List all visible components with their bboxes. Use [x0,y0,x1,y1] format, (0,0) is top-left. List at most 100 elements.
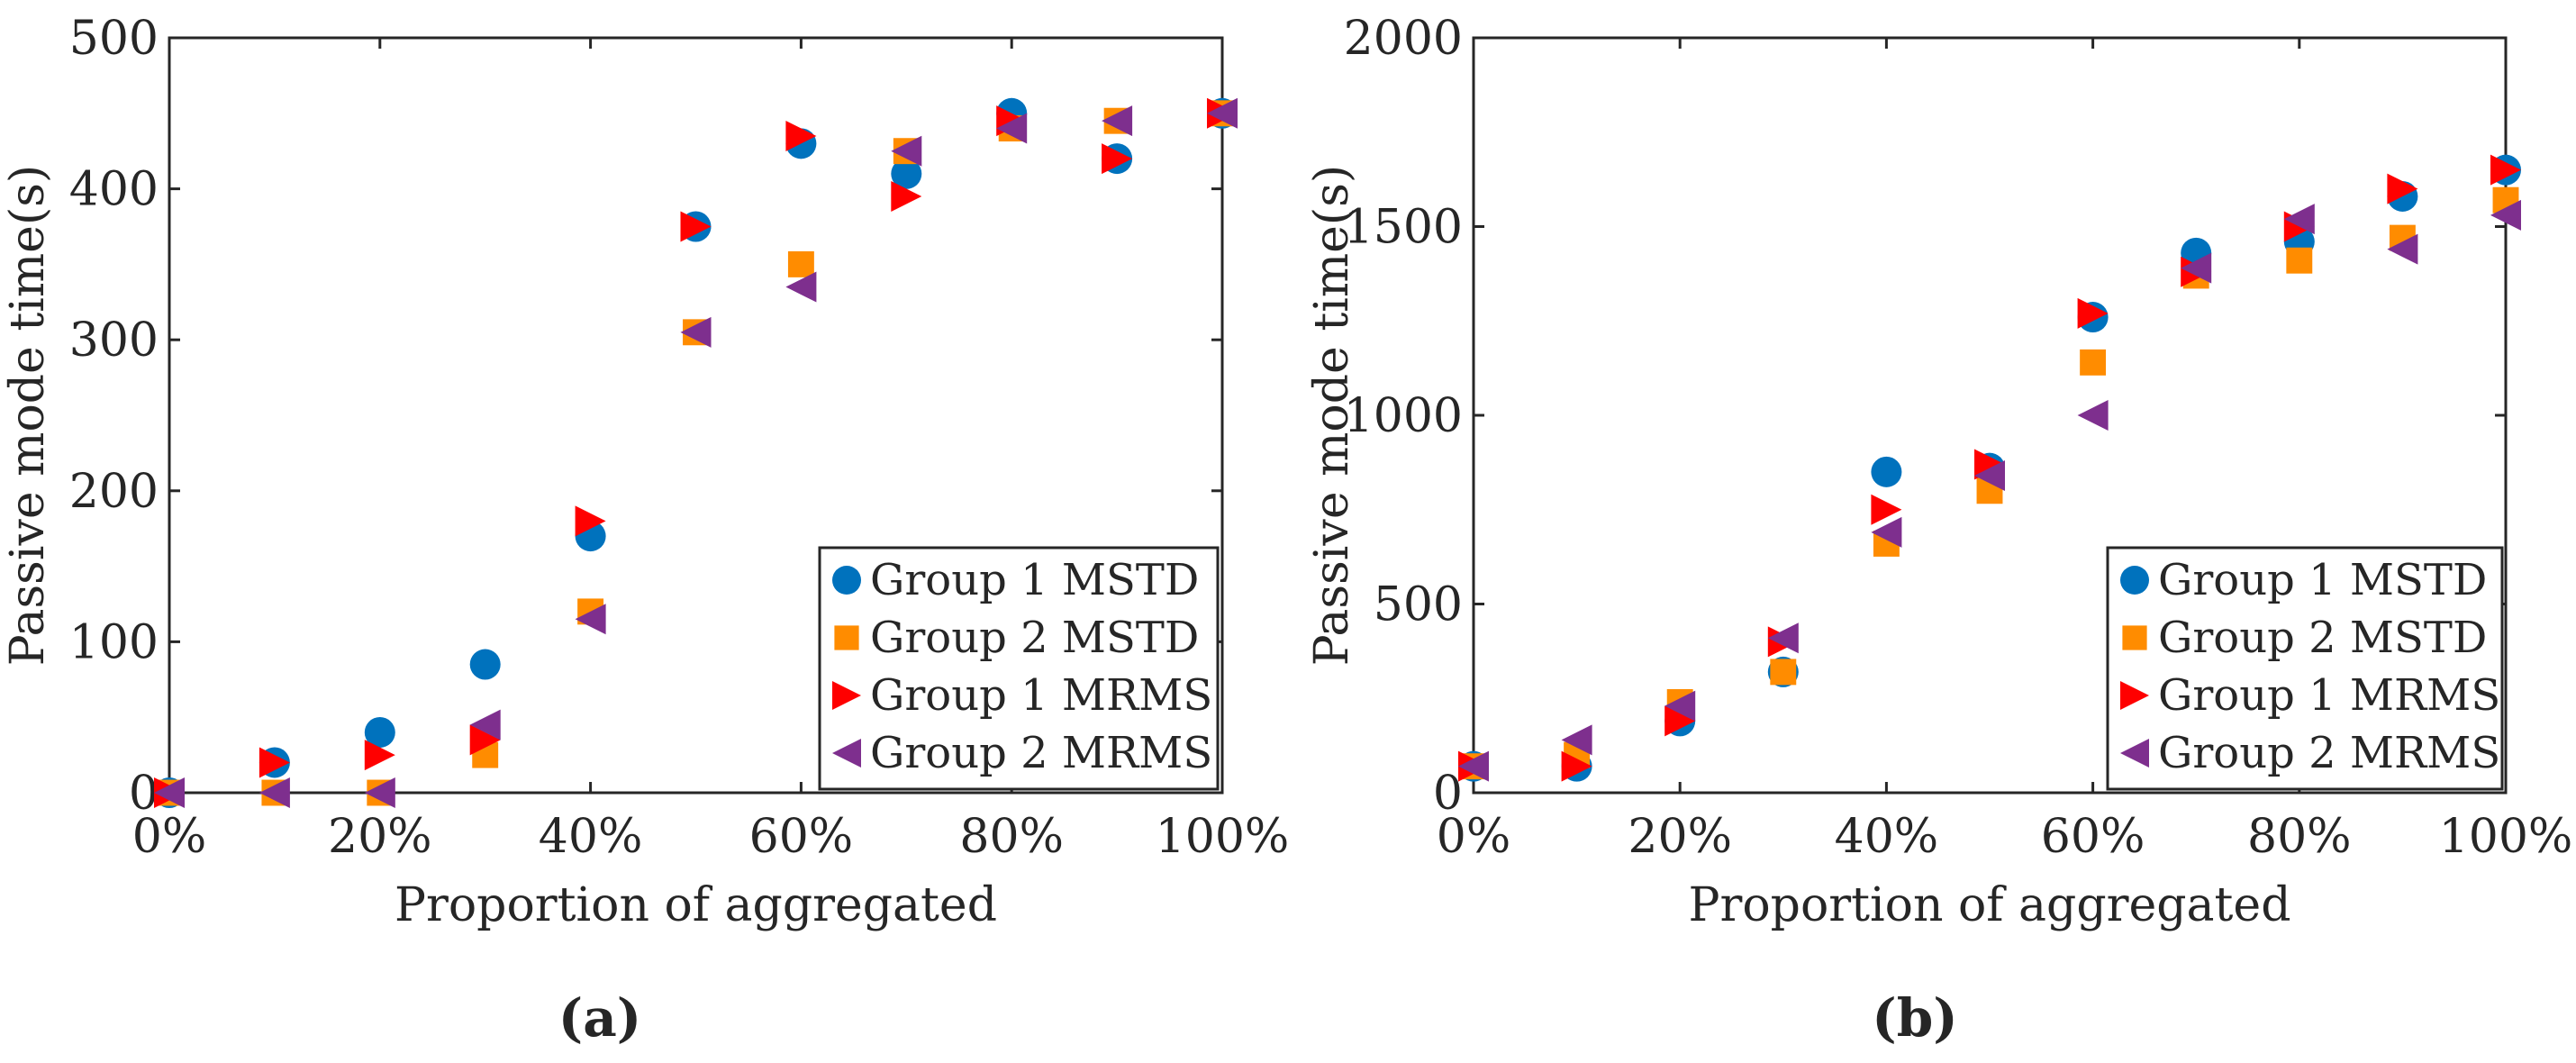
legend-marker [832,739,861,768]
y-tick-label: 500 [69,12,159,66]
legend: Group 1 MSTD Group 2 MSTD Group 1 MRMS Grou… [818,546,1220,791]
caption-a: (a) [558,987,641,1049]
data-point [891,158,922,189]
data-point [1207,97,1238,129]
data-point [2490,154,2521,186]
caption-b: (b) [1872,987,1957,1049]
legend-box [2106,546,2504,791]
x-tick-label: 40% [539,810,643,864]
data-point [1561,724,1592,756]
series-group-2-mrms [154,97,1238,808]
legend-marker [2120,566,2149,595]
y-tick-label: 1500 [1344,201,1463,255]
legend-marker [832,681,861,710]
x-tick-label: 60% [749,810,854,864]
data-point [575,505,606,537]
x-tick-label: 0% [1437,810,1511,864]
legend-marker [2122,625,2147,650]
data-point [1664,690,1696,722]
legend-label: Group 2 MRMS [2158,728,2500,778]
x-tick-label: 100% [1156,810,1290,864]
data-point [575,604,606,635]
y-tick-label: 2000 [1344,12,1463,66]
data-point [259,777,290,808]
x-tick-label: 80% [959,810,1064,864]
data-point [1561,750,1592,782]
data-point [2490,199,2521,231]
data-point [1974,460,2005,492]
x-axis-label: Proportion of aggregated [395,878,997,932]
x-tick-label: 80% [2247,810,2352,864]
data-point [785,271,817,303]
data-point [1102,105,1133,137]
y-tick-label: 200 [69,465,159,519]
x-axis-label: Proportion of aggregated [1689,878,2291,932]
y-tick-label: 0 [1433,767,1463,821]
data-point [364,716,395,748]
data-point [996,113,1028,144]
legend-label: Group 2 MRMS [870,728,1212,778]
legend-box [818,546,1220,791]
y-tick-label: 0 [129,767,159,821]
data-point [1458,750,1489,782]
data-point [364,740,395,771]
y-tick-label: 300 [69,313,159,368]
series-group-1-mrms [154,97,1238,808]
data-point [680,211,712,242]
x-tick-label: 40% [1835,810,1939,864]
data-point [2181,252,2212,284]
data-point [2387,173,2418,204]
y-tick-label: 100 [69,615,159,669]
data-point [2283,204,2315,235]
y-tick-label: 400 [69,163,159,217]
data-point [1871,494,1902,525]
data-point [259,747,290,778]
data-point [469,724,501,756]
data-point [469,649,501,680]
legend-marker [2120,681,2149,710]
x-tick-label: 100% [2439,810,2573,864]
y-axis-label: Passive mode time(s) [1305,165,1359,666]
data-point [364,777,395,808]
x-tick-label: 20% [328,810,432,864]
series-group-2-mrms [1458,199,2521,782]
data-point [1102,143,1133,175]
legend-label: Group 2 MSTD [870,613,1199,663]
legend-marker [832,566,861,595]
data-point [787,250,814,277]
x-tick-label: 20% [1628,810,1732,864]
data-point [680,316,712,348]
legend-marker [2120,739,2149,768]
data-point [154,777,185,808]
legend-label: Group 1 MSTD [2158,555,2487,605]
data-point [1871,456,1902,487]
x-tick-label: 0% [132,810,207,864]
data-point [1664,705,1696,737]
data-point [785,120,817,151]
data-point [1871,516,1902,548]
data-point [891,180,922,212]
data-point [2077,400,2109,431]
data-point [2286,247,2313,274]
y-tick-label: 500 [1374,578,1463,632]
data-point [1770,659,1797,686]
legend-label: Group 1 MRMS [2158,670,2500,721]
axes-box [168,36,1224,795]
legend: Group 1 MSTD Group 2 MSTD Group 1 MRMS Grou… [2106,546,2504,791]
y-axis-label: Passive mode time(s) [1,165,55,666]
data-point [469,709,501,740]
x-tick-label: 60% [2041,810,2145,864]
data-point [1767,622,1799,654]
legend-label: Group 1 MSTD [870,555,1199,605]
chart-a: 0% 20% 40% 60% 80% 100% 0 100 200 300 400 500 Propor… [1,12,1289,932]
y-tick-label: 1000 [1344,389,1463,443]
chart-b: 0% 20% 40% 60% 80% 100% 0 500 1000 1500 2000 Propor… [1305,12,2572,932]
data-point [2080,349,2107,376]
legend-marker [834,625,859,650]
data-point [2077,297,2109,329]
legend-label: Group 1 MRMS [870,670,1212,721]
legend-label: Group 2 MSTD [2158,613,2487,663]
data-point [2387,233,2418,265]
